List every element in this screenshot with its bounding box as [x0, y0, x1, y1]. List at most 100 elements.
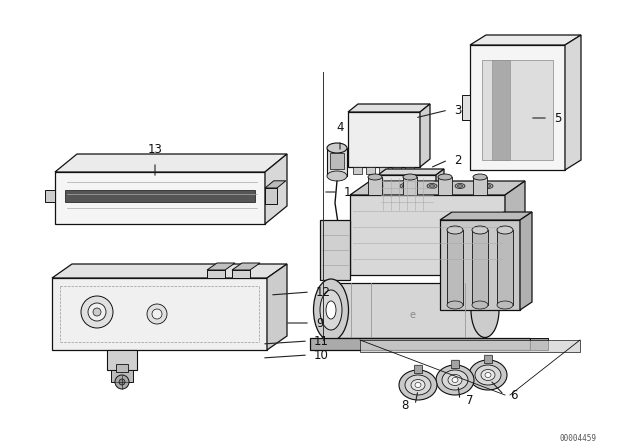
Text: 13: 13 [148, 143, 163, 156]
Ellipse shape [317, 283, 345, 337]
Bar [405, 167, 414, 174]
Ellipse shape [376, 185, 381, 187]
Polygon shape [350, 195, 505, 275]
Text: 6: 6 [510, 388, 518, 401]
Polygon shape [348, 104, 430, 112]
Ellipse shape [427, 184, 437, 189]
Bar [395, 213, 403, 219]
Circle shape [152, 309, 162, 319]
Ellipse shape [403, 174, 417, 180]
Circle shape [93, 308, 101, 316]
Text: 00004459: 00004459 [559, 434, 596, 443]
Polygon shape [55, 172, 265, 224]
Ellipse shape [327, 143, 347, 153]
Ellipse shape [473, 174, 487, 180]
Bar [414, 365, 422, 373]
Polygon shape [267, 264, 287, 350]
Bar [473, 177, 487, 195]
Bar [310, 338, 530, 350]
Bar [330, 153, 344, 169]
Ellipse shape [400, 184, 410, 189]
Polygon shape [265, 188, 277, 204]
Text: 8: 8 [402, 399, 409, 412]
Text: 9: 9 [316, 316, 323, 329]
Ellipse shape [438, 174, 452, 180]
Bar [492, 60, 510, 160]
Circle shape [119, 379, 125, 385]
Ellipse shape [368, 174, 382, 180]
Ellipse shape [405, 375, 431, 395]
Bar [403, 177, 417, 195]
Ellipse shape [373, 184, 383, 189]
Bar [497, 230, 513, 305]
Ellipse shape [442, 370, 468, 390]
Circle shape [81, 296, 113, 328]
Bar [407, 213, 415, 219]
Polygon shape [348, 112, 420, 167]
Polygon shape [378, 175, 436, 213]
Polygon shape [52, 264, 287, 278]
Text: 7: 7 [466, 393, 474, 406]
Polygon shape [265, 181, 286, 188]
Bar [331, 283, 486, 338]
Bar [462, 95, 470, 120]
Polygon shape [52, 278, 267, 350]
Circle shape [115, 375, 129, 389]
Polygon shape [520, 212, 532, 310]
Ellipse shape [403, 185, 408, 187]
Polygon shape [420, 104, 430, 167]
Text: 1: 1 [344, 185, 351, 198]
Text: 2: 2 [454, 154, 461, 167]
Polygon shape [530, 338, 548, 350]
Ellipse shape [452, 378, 458, 383]
Ellipse shape [497, 301, 513, 309]
Polygon shape [350, 181, 525, 195]
Ellipse shape [436, 365, 474, 395]
Ellipse shape [326, 301, 336, 319]
Text: e: e [410, 310, 416, 320]
Polygon shape [360, 340, 580, 352]
Polygon shape [320, 220, 350, 280]
Ellipse shape [471, 283, 499, 337]
Polygon shape [470, 35, 581, 45]
Ellipse shape [447, 226, 463, 234]
Ellipse shape [447, 301, 463, 309]
Polygon shape [232, 263, 260, 270]
Polygon shape [436, 169, 444, 213]
Bar [484, 355, 492, 363]
Text: 5: 5 [554, 112, 561, 125]
Ellipse shape [327, 171, 347, 181]
Polygon shape [565, 35, 581, 170]
Ellipse shape [475, 365, 501, 385]
Circle shape [88, 303, 106, 321]
Bar [107, 350, 137, 370]
Bar [366, 167, 375, 174]
Polygon shape [232, 270, 250, 278]
Ellipse shape [411, 379, 425, 391]
Bar [451, 360, 459, 368]
Ellipse shape [472, 226, 488, 234]
Polygon shape [55, 154, 287, 172]
Polygon shape [440, 212, 532, 220]
Bar [438, 177, 452, 195]
Bar [353, 167, 362, 174]
Bar [383, 213, 391, 219]
Bar [482, 60, 553, 160]
Bar [419, 213, 427, 219]
Bar [327, 148, 347, 176]
Circle shape [147, 304, 167, 324]
Ellipse shape [314, 279, 349, 341]
Polygon shape [378, 169, 444, 175]
Bar [116, 364, 128, 372]
Text: 11: 11 [314, 335, 329, 348]
Bar [447, 230, 463, 305]
Polygon shape [207, 270, 225, 278]
Bar [472, 230, 488, 305]
Bar [379, 167, 388, 174]
Ellipse shape [331, 259, 343, 267]
Ellipse shape [486, 185, 490, 187]
Ellipse shape [472, 301, 488, 309]
Polygon shape [45, 190, 55, 202]
Ellipse shape [497, 226, 513, 234]
Ellipse shape [485, 372, 491, 378]
